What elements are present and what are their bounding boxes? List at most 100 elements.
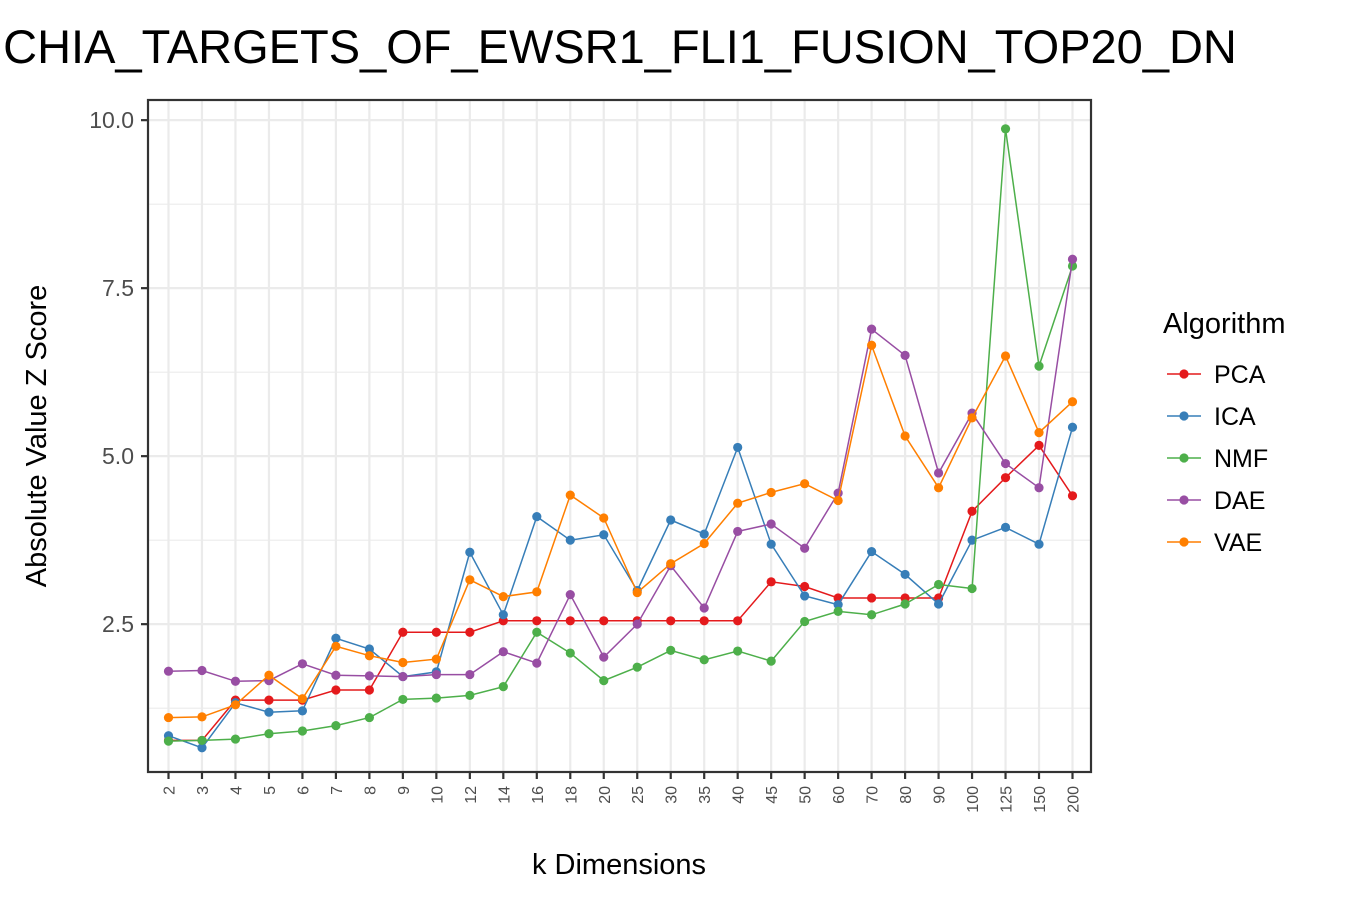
data-point bbox=[498, 610, 508, 620]
data-point bbox=[532, 587, 542, 597]
data-point bbox=[431, 693, 441, 703]
data-point bbox=[465, 669, 475, 680]
x-tick-label: 7 bbox=[329, 786, 346, 795]
legend-item-pca: PCA bbox=[1167, 361, 1266, 389]
data-point bbox=[967, 413, 977, 423]
data-point bbox=[297, 694, 308, 704]
data-point bbox=[1000, 458, 1011, 469]
data-point bbox=[833, 606, 843, 616]
data-point bbox=[264, 695, 274, 705]
data-point bbox=[197, 743, 207, 753]
data-point bbox=[867, 610, 877, 620]
data-point bbox=[933, 468, 944, 478]
x-tick-label: 200 bbox=[1066, 786, 1083, 813]
x-tick-label: 100 bbox=[965, 786, 982, 813]
data-point bbox=[364, 651, 374, 661]
grid-lines bbox=[148, 100, 1091, 772]
data-point bbox=[398, 627, 408, 637]
data-point bbox=[666, 616, 676, 626]
series-line bbox=[168, 427, 1074, 749]
data-point bbox=[766, 539, 776, 549]
data-point bbox=[967, 506, 977, 516]
data-point bbox=[733, 498, 743, 508]
data-point bbox=[364, 712, 374, 723]
data-point bbox=[599, 530, 609, 540]
data-point bbox=[800, 616, 810, 627]
data-point bbox=[331, 685, 341, 695]
legend-item-ica: ICA bbox=[1167, 403, 1256, 431]
data-point bbox=[297, 726, 308, 736]
data-point bbox=[398, 657, 408, 668]
series-line bbox=[168, 342, 1074, 719]
y-tick-label: 5.0 bbox=[102, 443, 134, 469]
data-point bbox=[1067, 254, 1078, 264]
x-tick-label: 150 bbox=[1032, 786, 1049, 813]
data-point bbox=[766, 519, 776, 529]
series-line bbox=[168, 259, 1074, 683]
data-point bbox=[197, 712, 207, 722]
data-point bbox=[967, 535, 977, 545]
data-point bbox=[867, 324, 877, 334]
data-point bbox=[532, 627, 542, 637]
data-point bbox=[264, 729, 274, 739]
data-point bbox=[431, 627, 441, 637]
legend-item-dae: DAE bbox=[1167, 487, 1265, 515]
data-point bbox=[1067, 261, 1078, 271]
legend-label: VAE bbox=[1214, 529, 1262, 557]
legend-item-vae: VAE bbox=[1167, 529, 1262, 557]
series-lines bbox=[163, 124, 1078, 753]
data-point bbox=[699, 655, 709, 665]
x-tick-label: 10 bbox=[429, 786, 446, 804]
legend-key-point bbox=[1179, 495, 1189, 505]
y-tick-label: 2.5 bbox=[102, 611, 134, 637]
data-point bbox=[1034, 539, 1044, 549]
data-point bbox=[666, 559, 676, 569]
data-point bbox=[1034, 440, 1044, 451]
data-point bbox=[967, 583, 977, 594]
data-point bbox=[733, 442, 743, 453]
data-point bbox=[599, 513, 609, 523]
x-tick-label: 90 bbox=[932, 786, 949, 804]
y-tick-label: 7.5 bbox=[102, 275, 134, 301]
x-tick-label: 18 bbox=[563, 786, 580, 804]
data-point bbox=[599, 616, 609, 626]
legend-key-point bbox=[1179, 369, 1189, 379]
legend-label: ICA bbox=[1214, 403, 1256, 431]
data-point bbox=[197, 735, 207, 746]
x-axis-title: k Dimensions bbox=[532, 849, 706, 881]
legend: Algorithm PCA ICA NMF DAE VAE bbox=[1163, 308, 1286, 557]
data-point bbox=[1034, 483, 1044, 493]
data-point bbox=[565, 535, 575, 545]
data-point bbox=[1000, 124, 1011, 134]
data-point bbox=[800, 543, 810, 553]
series-ica bbox=[163, 422, 1078, 753]
data-point bbox=[465, 627, 475, 637]
legend-item-nmf: NMF bbox=[1167, 445, 1268, 473]
x-tick-label: 5 bbox=[262, 786, 279, 795]
data-point bbox=[498, 647, 508, 657]
legend-label: DAE bbox=[1214, 487, 1265, 515]
data-point bbox=[833, 495, 843, 506]
data-point bbox=[666, 515, 676, 525]
series-nmf bbox=[163, 124, 1078, 746]
data-point bbox=[565, 589, 575, 600]
data-point bbox=[431, 654, 441, 664]
x-tick-label: 125 bbox=[999, 786, 1016, 813]
x-tick-label: 6 bbox=[295, 786, 312, 795]
legend-title: Algorithm bbox=[1163, 308, 1286, 340]
data-point bbox=[565, 648, 575, 658]
data-point bbox=[1034, 428, 1044, 438]
data-point bbox=[1000, 473, 1011, 483]
data-point bbox=[1000, 522, 1011, 532]
x-tick-label: 35 bbox=[697, 786, 714, 804]
data-point bbox=[331, 670, 341, 680]
data-point bbox=[733, 616, 743, 626]
data-point bbox=[398, 694, 408, 705]
data-point bbox=[900, 599, 910, 609]
data-point bbox=[331, 721, 341, 731]
data-point bbox=[498, 682, 508, 692]
series-vae bbox=[163, 340, 1078, 723]
data-point bbox=[632, 662, 642, 672]
data-point bbox=[766, 487, 776, 498]
data-point bbox=[364, 671, 374, 681]
